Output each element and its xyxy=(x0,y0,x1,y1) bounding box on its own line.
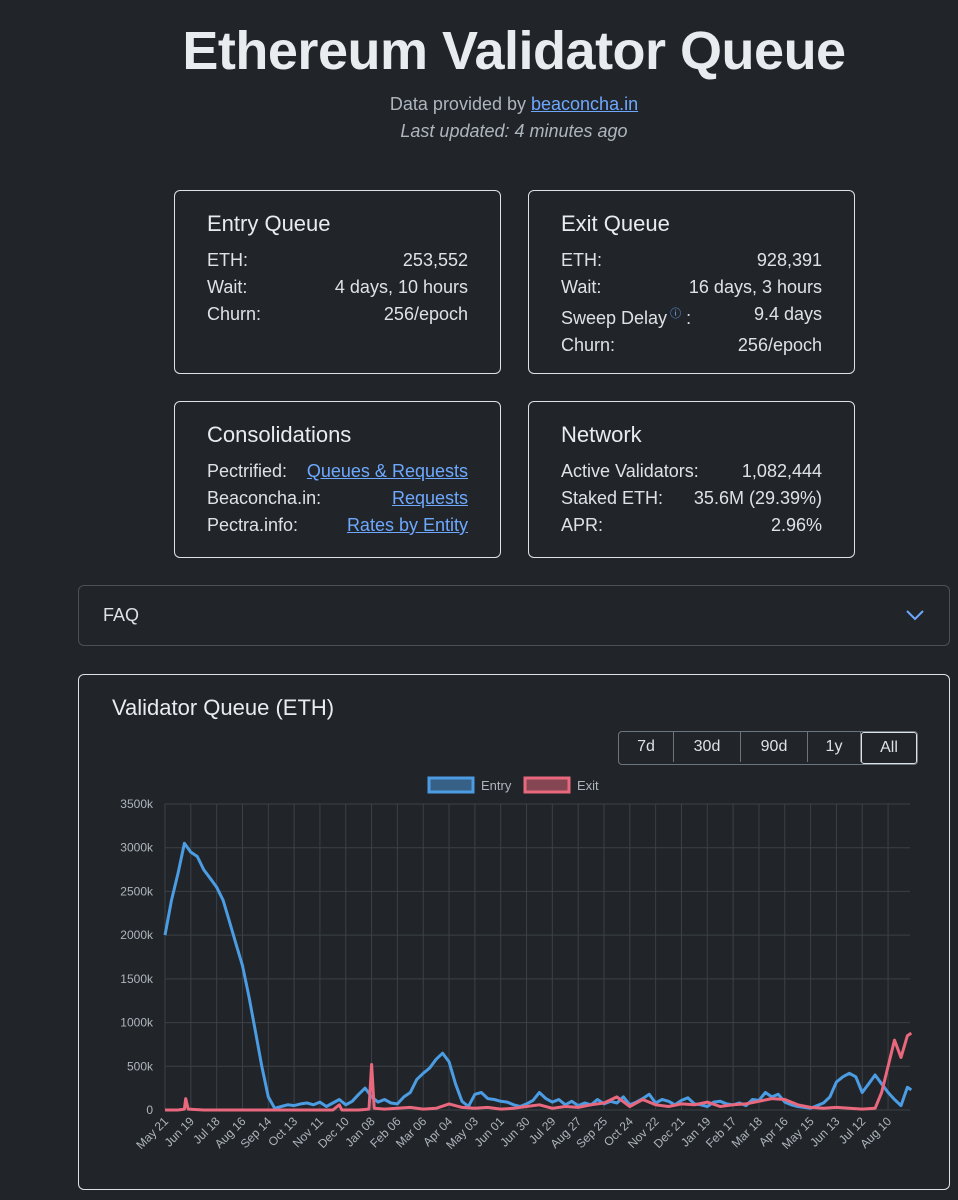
requests-link[interactable]: Requests xyxy=(391,488,468,508)
y-tick-label: 3500k xyxy=(120,797,154,811)
data-provider-prefix: Data provided by xyxy=(389,94,531,114)
info-circle-icon[interactable]: ⓘ xyxy=(670,308,682,320)
y-tick-label: 500k xyxy=(127,1059,154,1073)
network-card: Network Active Validators: 1,082,444 Stak… xyxy=(528,401,855,558)
y-tick-label: 2000k xyxy=(120,928,154,942)
page-title: Ethereum Validator Queue xyxy=(182,21,846,81)
y-tick-label: 1000k xyxy=(120,1016,154,1030)
staked-eth-value: 35.6M (29.39%) xyxy=(693,488,822,508)
chart-grid xyxy=(164,803,910,1111)
validator-queue-chart: Entry Exit 0 500k 1000k 1500k 2000k 2500k 3000… xyxy=(120,776,913,1152)
apr-label: APR: xyxy=(561,515,604,535)
entry-series-line xyxy=(163,841,913,1110)
entry-queue-card: Entry Queue ETH: 253,552 Wait: 4 days, 10 … xyxy=(174,190,501,374)
exit-eth-label: ETH: xyxy=(561,250,603,270)
exit-sweep-colon: : xyxy=(686,308,692,328)
faq-accordion[interactable]: FAQ xyxy=(78,585,950,646)
y-axis: 0 500k 1000k 1500k 2000k 2500k 3000k 3500k xyxy=(120,797,154,1117)
exit-series-line xyxy=(165,1031,913,1112)
x-tick-label: Jun 13 xyxy=(807,1114,843,1150)
consolidations-card: Consolidations Pectrified: Queues & Reque… xyxy=(174,401,501,558)
legend-exit-swatch[interactable] xyxy=(523,776,571,794)
data-provider-line: Data provided by beaconcha.in xyxy=(0,94,958,115)
entry-churn-value: 256/epoch xyxy=(383,304,468,324)
exit-wait-value: 16 days, 3 hours xyxy=(688,277,822,297)
entry-churn-label: Churn: xyxy=(207,304,262,324)
exit-churn-label: Churn: xyxy=(561,335,616,355)
legend-exit-label[interactable]: Exit xyxy=(577,778,599,793)
chart-title: Validator Queue (ETH) xyxy=(112,695,335,720)
staked-eth-label: Staked ETH: xyxy=(561,488,664,508)
pectrified-row: Pectrified: Queues & Requests xyxy=(207,458,468,485)
exit-wait-label: Wait: xyxy=(561,277,602,297)
y-tick-label: 3000k xyxy=(120,841,154,855)
legend-entry-swatch[interactable] xyxy=(427,776,475,794)
range-button-group: 7d 30d 90d 1y All xyxy=(618,731,918,765)
exit-sweep-row: Sweep Delay ⓘ : 9.4 days xyxy=(561,301,822,332)
chart-card: Validator Queue (ETH) 7d 30d 90d 1y All … xyxy=(78,674,950,1190)
entry-wait-value: 4 days, 10 hours xyxy=(334,277,468,297)
chart-series xyxy=(163,841,913,1112)
x-tick-label: Jun 19 xyxy=(162,1114,198,1150)
exit-queue-title: Exit Queue xyxy=(561,211,670,236)
pectrified-label: Pectrified: xyxy=(207,461,288,481)
active-validators-label: Active Validators: xyxy=(561,461,699,481)
y-tick-label: 1500k xyxy=(120,972,154,986)
chart-legend: Entry Exit xyxy=(427,776,599,794)
range-all-button[interactable]: All xyxy=(861,732,917,764)
last-updated: Last updated: 4 minutes ago xyxy=(400,121,628,141)
exit-churn-value: 256/epoch xyxy=(737,335,822,355)
staked-eth-row: Staked ETH: 35.6M (29.39%) xyxy=(561,485,822,512)
exit-eth-value: 928,391 xyxy=(756,250,822,270)
pectra-info-row: Pectra.info: Rates by Entity xyxy=(207,512,468,539)
range-7d-button[interactable]: 7d xyxy=(619,732,674,762)
exit-sweep-value: 9.4 days xyxy=(753,304,822,324)
exit-queue-card: Exit Queue ETH: 928,391 Wait: 16 days, 3 h… xyxy=(528,190,855,374)
network-title: Network xyxy=(561,422,642,447)
exit-sweep-label-wrap: Sweep Delay ⓘ : xyxy=(561,301,691,332)
exit-sweep-label: Sweep Delay xyxy=(561,308,668,328)
pectra-info-label: Pectra.info: xyxy=(207,515,299,535)
exit-wait-row: Wait: 16 days, 3 hours xyxy=(561,274,822,301)
exit-churn-row: Churn: 256/epoch xyxy=(561,332,822,359)
entry-eth-value: 253,552 xyxy=(402,250,468,270)
entry-wait-row: Wait: 4 days, 10 hours xyxy=(207,274,468,301)
chevron-down-icon[interactable] xyxy=(905,605,925,626)
entry-wait-label: Wait: xyxy=(207,277,248,297)
apr-row: APR: 2.96% xyxy=(561,512,822,539)
range-1y-button[interactable]: 1y xyxy=(808,732,861,762)
entry-churn-row: Churn: 256/epoch xyxy=(207,301,468,328)
range-30d-button[interactable]: 30d xyxy=(674,732,741,762)
range-90d-button[interactable]: 90d xyxy=(741,732,808,762)
x-tick-label: Jun 30 xyxy=(497,1114,533,1150)
entry-eth-row: ETH: 253,552 xyxy=(207,247,468,274)
beaconchain-label: Beaconcha.in: xyxy=(207,488,322,508)
y-tick-label: 2500k xyxy=(120,884,154,898)
rates-by-entity-link[interactable]: Rates by Entity xyxy=(346,515,468,535)
active-validators-value: 1,082,444 xyxy=(741,461,822,481)
x-tick-label: May 21 xyxy=(133,1114,171,1152)
consolidations-title: Consolidations xyxy=(207,422,352,447)
legend-entry-label[interactable]: Entry xyxy=(481,778,512,793)
active-validators-row: Active Validators: 1,082,444 xyxy=(561,458,822,485)
beaconchain-link[interactable]: beaconcha.in xyxy=(531,94,639,114)
queues-requests-link[interactable]: Queues & Requests xyxy=(306,461,468,481)
faq-label: FAQ xyxy=(103,605,140,625)
exit-eth-row: ETH: 928,391 xyxy=(561,247,822,274)
entry-eth-label: ETH: xyxy=(207,250,249,270)
y-tick-label: 0 xyxy=(146,1103,153,1117)
entry-queue-title: Entry Queue xyxy=(207,211,331,236)
beaconchain-row: Beaconcha.in: Requests xyxy=(207,485,468,512)
apr-value: 2.96% xyxy=(770,515,822,535)
